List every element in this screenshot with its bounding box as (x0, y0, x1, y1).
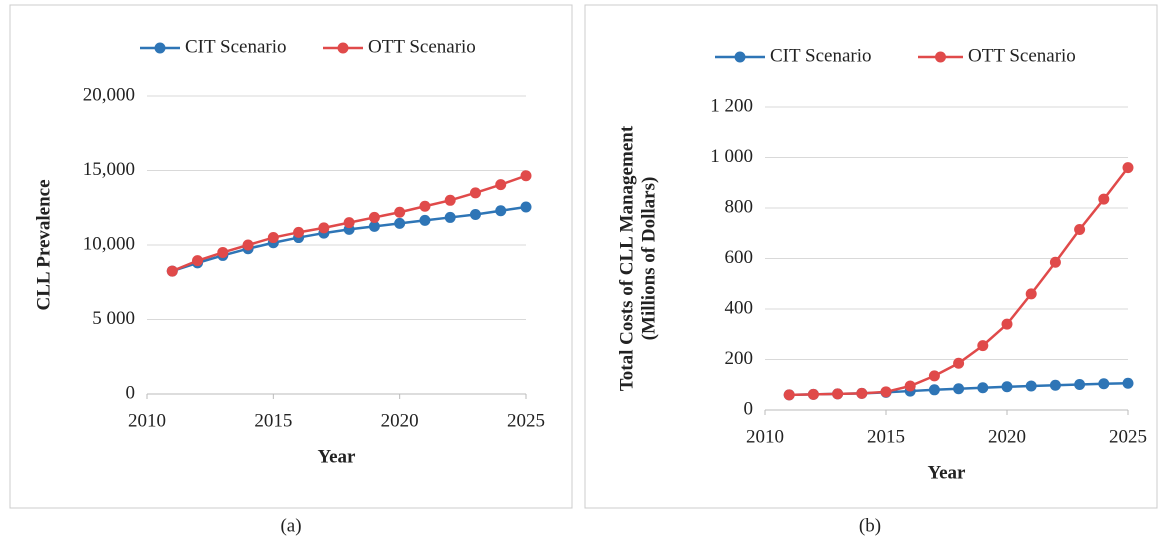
y-tick-label: 1 000 (710, 146, 753, 167)
data-point (783, 389, 795, 401)
y-tick-label: 20,000 (83, 84, 135, 105)
data-point (1098, 378, 1110, 390)
x-tick-label: 2025 (507, 410, 545, 431)
data-point (293, 226, 305, 238)
panel-border (9, 4, 573, 509)
y-tick-label: 600 (725, 247, 754, 268)
data-point (520, 170, 532, 182)
data-point (1098, 193, 1110, 205)
data-point (953, 357, 965, 369)
y-tick-label: 0 (744, 398, 754, 419)
data-point (880, 386, 892, 398)
data-point (1001, 318, 1013, 330)
data-point (242, 239, 254, 251)
x-tick-label: 2025 (1109, 426, 1147, 447)
data-point (977, 382, 989, 394)
data-point (419, 214, 431, 226)
data-point (368, 211, 380, 223)
y-tick-label: 800 (725, 196, 754, 217)
legend-marker (734, 51, 746, 63)
data-point (928, 384, 940, 396)
legend-marker (935, 51, 946, 63)
data-point (444, 194, 456, 206)
data-point (166, 265, 178, 277)
data-point (469, 187, 481, 199)
data-point (1122, 162, 1134, 174)
legend-label: CIT Scenario (770, 45, 872, 66)
legend-label: OTT Scenario (368, 36, 476, 57)
data-point (1025, 288, 1037, 300)
y-tick-label: 10,000 (83, 233, 135, 254)
data-point (1122, 377, 1134, 389)
data-point (318, 222, 330, 234)
data-point (343, 217, 355, 229)
data-point (977, 340, 989, 352)
x-axis-label: Year (318, 446, 357, 467)
data-point (1049, 256, 1061, 268)
data-point (419, 200, 431, 212)
y-axis-label: Total Costs of CLL Management (616, 125, 637, 391)
y-axis-label: (Millions of Dollars) (638, 177, 659, 341)
data-point (469, 208, 481, 220)
x-tick-label: 2015 (254, 410, 292, 431)
data-point (1074, 223, 1086, 235)
data-point (856, 387, 868, 399)
legend-marker (154, 42, 166, 54)
x-tick-label: 2020 (988, 426, 1026, 447)
y-tick-label: 200 (725, 348, 754, 369)
x-tick-label: 2015 (867, 426, 905, 447)
legend-label: OTT Scenario (968, 45, 1076, 66)
caption: (b) (859, 515, 881, 536)
data-point (394, 217, 406, 229)
data-point (192, 255, 204, 267)
data-point (928, 370, 940, 382)
data-point (1001, 381, 1013, 393)
x-axis-label: Year (928, 462, 967, 483)
data-point (904, 380, 916, 392)
x-tick-label: 2020 (381, 410, 419, 431)
data-point (368, 220, 380, 232)
data-point (807, 388, 819, 400)
data-point (1049, 379, 1061, 391)
data-point (832, 388, 844, 400)
data-point (495, 205, 507, 217)
data-point (1025, 380, 1037, 392)
y-tick-label: 1 200 (710, 95, 753, 116)
x-tick-label: 2010 (128, 410, 166, 431)
data-point (444, 211, 456, 223)
caption: (a) (280, 515, 301, 536)
y-axis-label: CLL Prevalence (33, 179, 54, 310)
y-tick-label: 15,000 (83, 159, 135, 180)
data-point (953, 383, 965, 395)
data-point (495, 179, 507, 191)
legend-marker (337, 42, 349, 54)
data-point (267, 232, 279, 244)
y-tick-label: 400 (725, 297, 754, 318)
x-tick-label: 2010 (746, 426, 784, 447)
legend-label: CIT Scenario (185, 36, 287, 57)
y-tick-label: 0 (126, 382, 136, 403)
data-point (520, 201, 532, 213)
y-tick-label: 5 000 (92, 308, 135, 329)
data-point (394, 206, 406, 218)
data-point (1074, 378, 1086, 390)
data-point (217, 246, 229, 258)
panel-border (584, 4, 1158, 509)
